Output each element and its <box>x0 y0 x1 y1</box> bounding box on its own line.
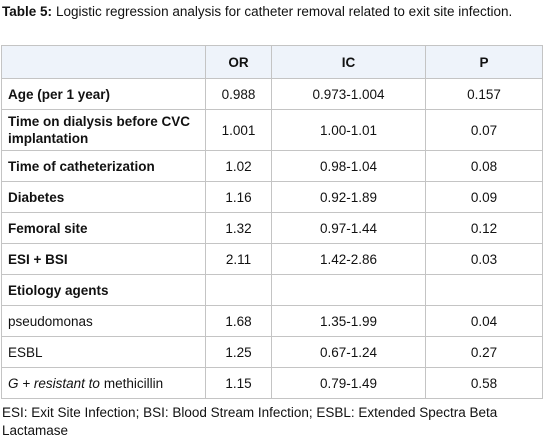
column-header: P <box>425 45 543 79</box>
caption-label: Table 5: <box>2 4 53 19</box>
row-label: Etiology agents <box>1 274 206 306</box>
table-row: ESBL 1.25 0.67-1.24 0.27 <box>1 336 543 368</box>
label-text: Femoral site <box>8 220 88 236</box>
cell-or: 1.32 <box>205 212 272 244</box>
table-row: Age (per 1 year) 0.988 0.973-1.004 0.157 <box>1 78 543 110</box>
row-label: ESI + BSI <box>1 243 206 275</box>
corner-cell <box>1 45 206 79</box>
cell-or: 1.001 <box>205 109 272 151</box>
cell-p: 0.07 <box>425 109 543 151</box>
cell-p: 0.58 <box>425 367 543 399</box>
row-label: Age (per 1 year) <box>1 78 206 110</box>
cell-or: 1.15 <box>205 367 272 399</box>
label-text: Age (per 1 year) <box>8 86 111 102</box>
label-text: ESBL <box>8 344 43 360</box>
table-row: Time on dialysis before CVC implantation… <box>1 109 543 151</box>
cell-ic: 1.35-1.99 <box>271 305 426 337</box>
table-row: Time of catheterization 1.02 0.98-1.04 0.08 <box>1 150 543 182</box>
label-text: pseudomonas <box>8 313 93 329</box>
row-label: Time of catheterization <box>1 150 206 182</box>
table-caption: Table 5: Logistic regression analysis for… <box>0 0 544 45</box>
label-text: Time of catheterization <box>8 158 155 174</box>
cell-ic: 0.92-1.89 <box>271 181 426 213</box>
cell-p: 0.27 <box>425 336 543 368</box>
table-row: Etiology agents <box>1 274 543 306</box>
cell-or: 1.68 <box>205 305 272 337</box>
label-text: Diabetes <box>8 189 65 205</box>
cell-p: 0.04 <box>425 305 543 337</box>
row-label: G + resistant to methicillin <box>1 367 206 399</box>
cell-p: 0.03 <box>425 243 543 275</box>
cell-or: 1.02 <box>205 150 272 182</box>
cell-p: 0.157 <box>425 78 543 110</box>
regression-table: OR IC P Age (per 1 year) 0.988 0.973-1.004 0.… <box>1 45 543 399</box>
table-row: Femoral site 1.32 0.97-1.44 0.12 <box>1 212 543 244</box>
column-header: OR <box>205 45 272 79</box>
cell-ic: 0.97-1.44 <box>271 212 426 244</box>
cell-ic: 0.67-1.24 <box>271 336 426 368</box>
cell-or: 2.11 <box>205 243 272 275</box>
label-italic: G + resistant to <box>8 375 100 391</box>
cell-ic: 0.973-1.004 <box>271 78 426 110</box>
label-text: Etiology agents <box>8 282 109 298</box>
cell-p: 0.09 <box>425 181 543 213</box>
column-header: IC <box>271 45 426 79</box>
table-row: Diabetes 1.16 0.92-1.89 0.09 <box>1 181 543 213</box>
label-text: methicillin <box>103 375 164 391</box>
header-row: OR IC P <box>1 45 543 79</box>
cell-or: 1.25 <box>205 336 272 368</box>
cell-or: 1.16 <box>205 181 272 213</box>
table-row: pseudomonas 1.68 1.35-1.99 0.04 <box>1 305 543 337</box>
cell-or <box>205 274 272 306</box>
cell-ic: 1.00-1.01 <box>271 109 426 151</box>
cell-p: 0.12 <box>425 212 543 244</box>
row-label: Diabetes <box>1 181 206 213</box>
cell-or: 0.988 <box>205 78 272 110</box>
cell-ic: 1.42-2.86 <box>271 243 426 275</box>
table-row: ESI + BSI 2.11 1.42-2.86 0.03 <box>1 243 543 275</box>
row-label: pseudomonas <box>1 305 206 337</box>
label-text: ESI + BSI <box>8 251 68 267</box>
row-label: Time on dialysis before CVC implantation <box>1 109 206 151</box>
row-label: ESBL <box>1 336 206 368</box>
caption-text: Logistic regression analysis for cathete… <box>56 4 513 19</box>
label-text: Time on dialysis before CVC implantation <box>8 114 191 146</box>
cell-ic <box>271 274 426 306</box>
cell-ic: 0.98-1.04 <box>271 150 426 182</box>
cell-p <box>425 274 543 306</box>
cell-p: 0.08 <box>425 150 543 182</box>
footnote: ESI: Exit Site Infection; BSI: Blood Str… <box>2 405 498 438</box>
table-row: G + resistant to methicillin 1.15 0.79-1.49… <box>1 367 543 399</box>
row-label: Femoral site <box>1 212 206 244</box>
cell-ic: 0.79-1.49 <box>271 367 426 399</box>
